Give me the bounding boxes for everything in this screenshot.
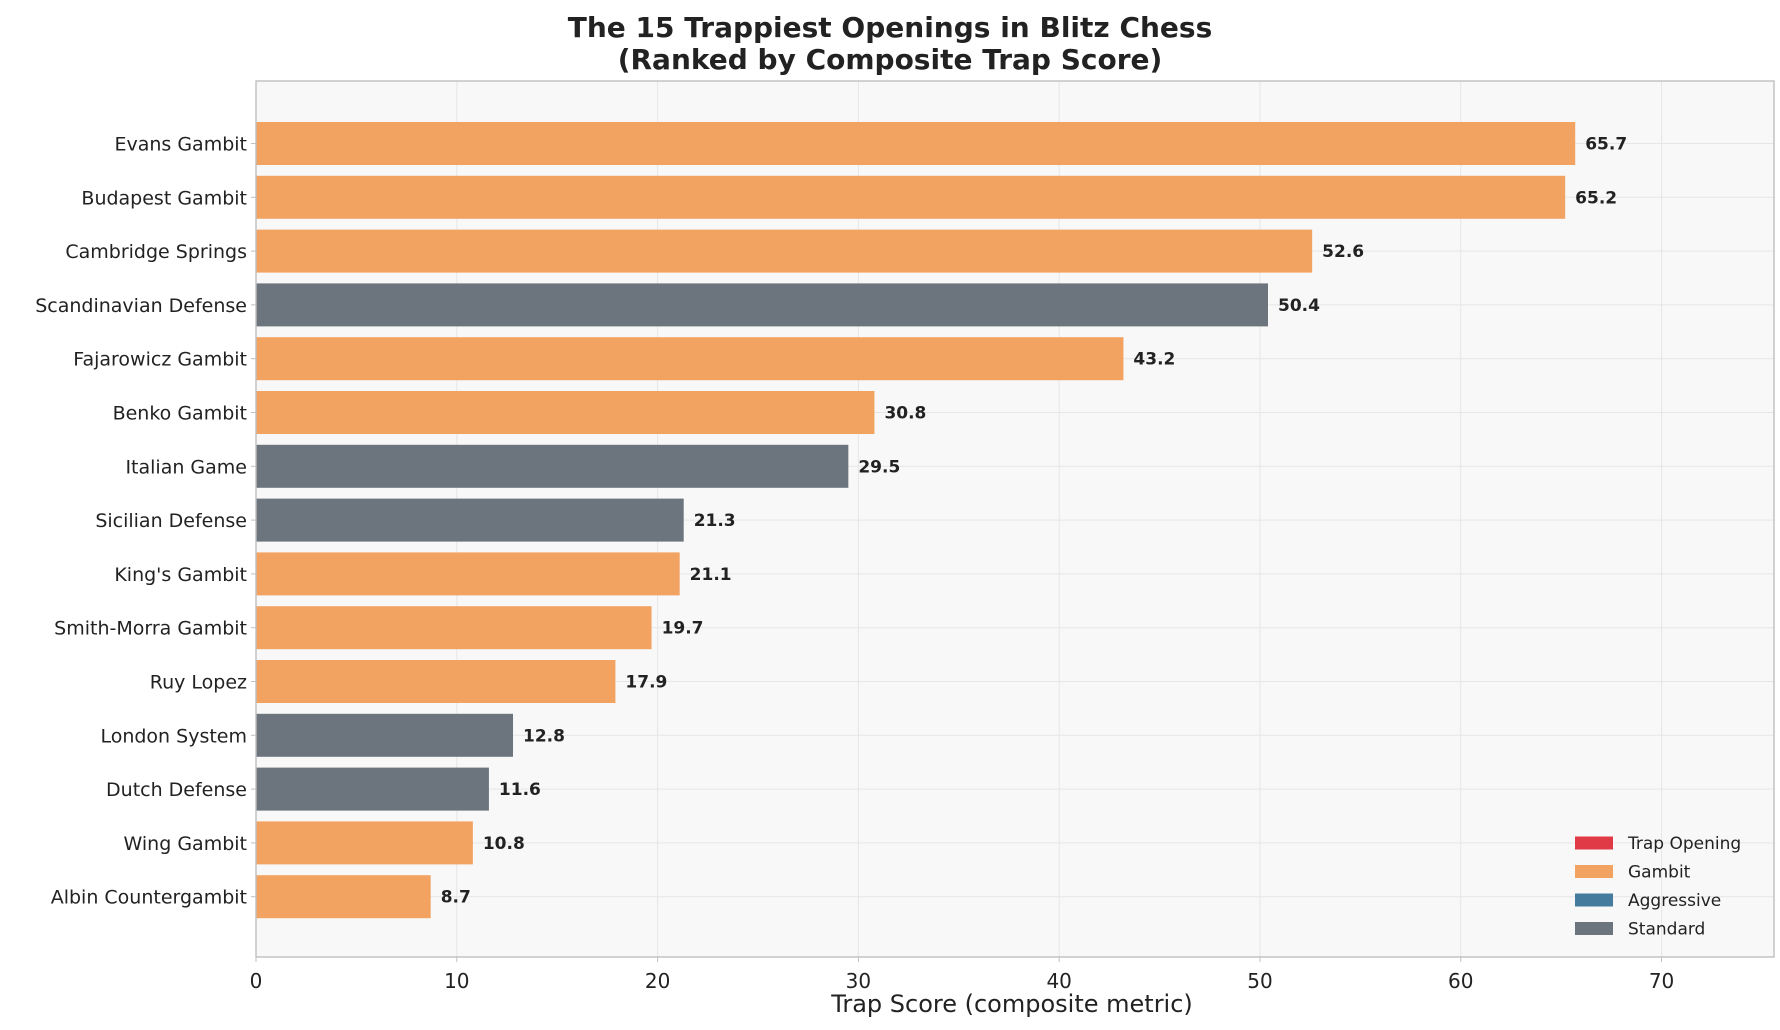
x-tick-label: 50 — [1247, 969, 1272, 993]
legend-swatch — [1575, 865, 1613, 878]
bar — [256, 283, 1268, 327]
legend-label: Gambit — [1628, 863, 1691, 883]
data-label: 30.8 — [884, 404, 926, 424]
data-label: 50.4 — [1278, 296, 1320, 316]
legend-label: Standard — [1628, 920, 1705, 940]
bar — [256, 498, 684, 542]
x-tick-label: 40 — [1046, 969, 1071, 993]
y-tick-label: Wing Gambit — [124, 833, 247, 855]
data-label: 52.6 — [1322, 242, 1364, 262]
legend: Trap Opening Gambit Aggressive Standard — [1575, 834, 1741, 940]
y-tick-label: Italian Game — [125, 456, 247, 478]
bar — [256, 337, 1124, 381]
chart-subtitle: (Ranked by Composite Trap Score) — [618, 43, 1163, 76]
data-label: 21.3 — [694, 511, 736, 531]
x-tick-label: 20 — [645, 969, 670, 993]
chart-title: The 15 Trappiest Openings in Blitz Chess — [568, 11, 1213, 44]
x-tick-label: 30 — [846, 969, 871, 993]
data-label: 8.7 — [441, 888, 471, 908]
data-label: 11.6 — [499, 780, 541, 800]
bar — [256, 660, 616, 703]
y-tick-label: Cambridge Springs — [65, 241, 247, 263]
y-tick-label: Fajarowicz Gambit — [73, 349, 247, 371]
data-label: 65.7 — [1585, 135, 1627, 155]
bar — [256, 606, 652, 650]
plot-frame — [255, 80, 1775, 958]
data-label: 10.8 — [483, 834, 525, 854]
legend-swatch — [1575, 922, 1613, 935]
x-axis-title: Trap Score (composite metric) — [830, 990, 1193, 1018]
bar — [256, 175, 1566, 219]
bar — [256, 875, 431, 919]
bar — [256, 713, 514, 757]
bar — [256, 444, 849, 488]
data-label: 65.2 — [1575, 188, 1617, 208]
bars: 65.7 65.2 52.6 50.4 43.2 30.8 29.5 21.3 21.1 19.7… — [256, 122, 1627, 919]
data-label: 21.1 — [690, 565, 732, 585]
y-tick-label: King's Gambit — [114, 564, 247, 586]
y-tick-label: Sicilian Defense — [95, 510, 247, 532]
y-tick-label: Scandinavian Defense — [35, 295, 247, 317]
y-tick-label: Dutch Defense — [106, 779, 247, 801]
y-tick-label: Smith-Morra Gambit — [54, 618, 247, 640]
y-tick-label: Albin Countergambit — [51, 887, 247, 909]
legend-swatch — [1575, 836, 1613, 850]
data-label: 43.2 — [1133, 350, 1175, 370]
x-tick-label: 10 — [444, 969, 469, 993]
x-tick-label: 60 — [1448, 969, 1473, 993]
bar — [256, 122, 1576, 165]
data-label: 12.8 — [523, 726, 565, 746]
y-tick-label: Budapest Gambit — [81, 187, 247, 209]
y-axis: Evans Gambit Budapest Gambit Cambridge Spr… — [35, 134, 256, 909]
y-tick-label: Ruy Lopez — [150, 672, 247, 694]
y-tick-label: Evans Gambit — [114, 134, 247, 156]
legend-label: Aggressive — [1628, 891, 1721, 911]
bar — [256, 229, 1313, 273]
data-label: 17.9 — [625, 673, 667, 693]
legend-swatch — [1575, 893, 1613, 907]
x-axis: 0 10 20 30 40 50 60 70 — [250, 957, 1674, 993]
y-tick-label: Benko Gambit — [113, 403, 247, 425]
legend-label: Trap Opening — [1627, 834, 1741, 854]
data-label: 29.5 — [858, 457, 900, 477]
bar — [256, 391, 875, 434]
x-tick-label: 70 — [1649, 969, 1674, 993]
y-tick-label: London System — [100, 725, 247, 747]
bar — [256, 767, 489, 811]
bar — [256, 821, 473, 865]
bar — [256, 552, 680, 596]
data-label: 19.7 — [662, 619, 704, 639]
x-tick-label: 0 — [250, 969, 263, 993]
